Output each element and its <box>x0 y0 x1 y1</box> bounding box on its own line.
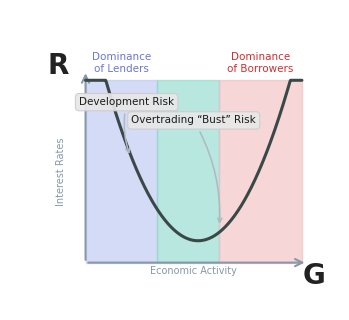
Bar <box>86 80 157 263</box>
Text: Dominance
of Borrowers: Dominance of Borrowers <box>228 52 294 74</box>
Text: Overtrading “Bust” Risk: Overtrading “Bust” Risk <box>131 116 256 222</box>
Text: R: R <box>48 52 69 79</box>
Text: Economic Activity: Economic Activity <box>150 266 237 276</box>
Text: Dominance
of Lenders: Dominance of Lenders <box>92 52 151 74</box>
Text: Development Risk: Development Risk <box>79 97 174 152</box>
Text: G: G <box>303 262 326 290</box>
Bar <box>157 80 220 263</box>
Bar <box>220 80 302 263</box>
Text: Interest Rates: Interest Rates <box>56 137 66 206</box>
